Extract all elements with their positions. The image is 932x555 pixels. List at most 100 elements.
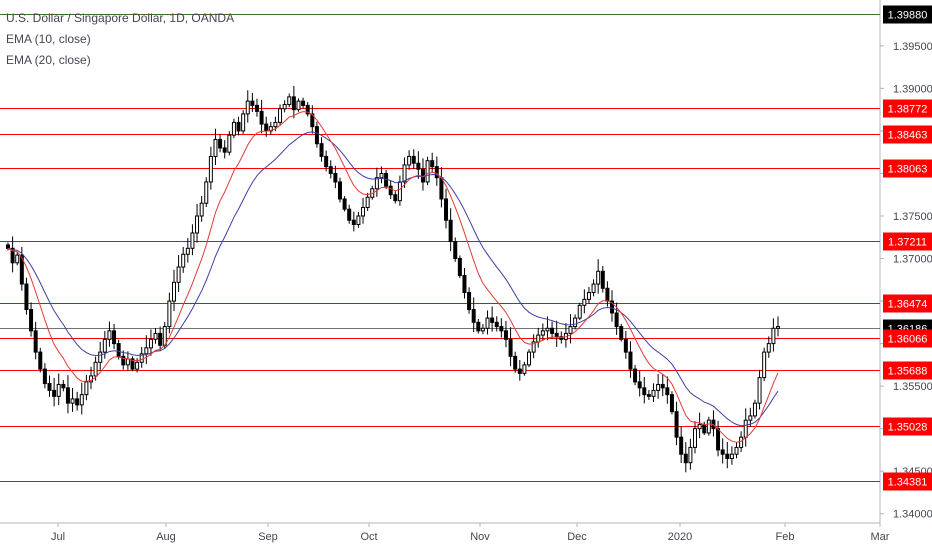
price-tag-label: 1.35688 (888, 366, 928, 378)
candle-body (591, 283, 596, 294)
candle-body (19, 254, 24, 285)
candle-body (33, 330, 38, 353)
candle-body (291, 96, 296, 111)
candle-body (305, 104, 310, 115)
candle-body (536, 334, 541, 343)
price-tag (883, 232, 932, 251)
candle-body (545, 327, 550, 332)
x-tick-label: Dec (567, 531, 587, 543)
candle-body (623, 338, 628, 353)
candle-body (743, 419, 748, 438)
price-tag-label: 1.38063 (888, 164, 928, 176)
price-tag-label: 1.36474 (888, 299, 928, 311)
candle-body (42, 368, 47, 385)
candle-body (190, 232, 195, 249)
candle-body (204, 181, 209, 204)
candle-body (139, 353, 144, 363)
candle-body (241, 113, 246, 132)
candle-body (490, 317, 495, 323)
candle-body (453, 241, 458, 260)
y-tick-label: 1.35500 (893, 381, 932, 393)
y-tick-label: 1.39500 (893, 41, 932, 53)
candle-body (614, 312, 619, 328)
candle-body (273, 121, 278, 128)
candle-body (125, 358, 130, 366)
candle-body (75, 398, 80, 406)
candle-body (112, 330, 117, 345)
candle-body (439, 177, 444, 200)
x-tick-label: Aug (156, 531, 176, 543)
candle-body (65, 387, 70, 404)
candle-body (559, 336, 564, 340)
candle-body (347, 208, 352, 221)
candle-body (628, 351, 633, 370)
candle-body (725, 453, 730, 459)
candle-body (47, 383, 52, 391)
x-tick-label: Jul (51, 531, 65, 543)
candle-body (116, 343, 121, 357)
candle-body (425, 160, 430, 183)
price-tag (883, 361, 932, 380)
candle-body (268, 126, 273, 132)
x-tick-label: Mar (871, 531, 890, 543)
candle-body (499, 326, 504, 332)
candle-body (208, 155, 213, 183)
candle-body (619, 326, 624, 340)
candle-body (314, 126, 319, 145)
candle-body (582, 298, 587, 306)
price-tag-label: 1.38772 (888, 104, 928, 116)
candle-body (282, 104, 287, 110)
candle-body (752, 402, 757, 417)
candle-body (683, 453, 688, 464)
candle-body (397, 181, 402, 202)
candle-body (503, 330, 508, 340)
candle-body (148, 338, 153, 349)
candle-body (605, 287, 610, 302)
candle-body (697, 423, 702, 430)
candle-body (278, 108, 283, 123)
candle-body (476, 321, 481, 332)
symbol-title: U.S. Dollar / Singapore Dollar, 1D, OAND… (6, 11, 235, 25)
price-tag (883, 5, 932, 24)
candle-body (10, 247, 15, 264)
candle-body (434, 166, 439, 179)
candle-body (540, 330, 545, 336)
candle-body (107, 330, 112, 340)
candle-body (218, 138, 223, 149)
candle-body (84, 381, 89, 396)
candle-body (669, 394, 674, 413)
price-tag (883, 294, 932, 313)
candle-body (430, 160, 435, 168)
candle-body (748, 415, 753, 421)
candle-body (485, 317, 490, 329)
y-tick-label: 1.37500 (893, 211, 932, 223)
ema20-line (7, 131, 779, 427)
price-tag (883, 99, 932, 118)
candle-body (144, 347, 149, 355)
candle-body (393, 194, 398, 202)
candle-body (600, 270, 605, 289)
y-tick-label: 1.37000 (893, 254, 932, 266)
candle-body (633, 368, 638, 383)
candle-body (162, 326, 167, 346)
candle-body (250, 100, 255, 106)
candle-body (259, 110, 264, 125)
candle-body (310, 113, 315, 128)
candle-body (739, 436, 744, 448)
candle-body (158, 332, 163, 346)
candle-body (38, 351, 43, 370)
candle-body (222, 147, 227, 153)
candle-body (351, 219, 356, 225)
candle-body (319, 143, 324, 157)
candle-body (762, 351, 767, 379)
candle-body (29, 309, 34, 332)
candle-body (573, 317, 578, 328)
candle-body (757, 377, 762, 404)
candle-body (374, 177, 379, 190)
candle-body (356, 215, 361, 225)
candle-body (301, 100, 306, 106)
candle-body (674, 411, 679, 438)
candle-body (388, 185, 393, 196)
